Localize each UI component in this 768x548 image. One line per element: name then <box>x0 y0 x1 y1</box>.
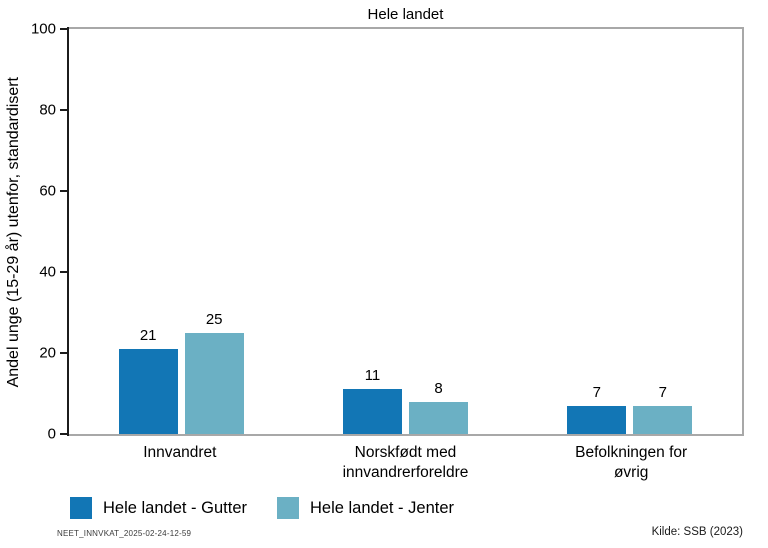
bar-wrap: 7 <box>567 29 627 434</box>
bar-value-label: 7 <box>592 383 601 401</box>
bar-wrap: 21 <box>118 29 178 434</box>
y-axis-label-container: Andel unge (15-29 år) utenfor, standardi… <box>1 27 27 437</box>
x-category-label: Norskfødt med innvandrerforeldre <box>342 444 469 482</box>
y-tick-label: 80 <box>39 101 56 119</box>
legend-item: Hele landet - Gutter <box>70 497 247 519</box>
bar-group: 11 8 <box>293 29 517 434</box>
y-tick-mark <box>60 352 67 354</box>
bars-row: 21 25 11 8 7 7 <box>69 29 742 434</box>
bar-group: 21 25 <box>69 29 293 434</box>
bar-wrap: 8 <box>408 29 468 434</box>
bar <box>184 332 244 434</box>
bar-value-label: 11 <box>364 367 381 385</box>
y-tick-mark <box>60 28 67 30</box>
bar-value-label: 21 <box>139 326 157 344</box>
bar <box>567 405 627 434</box>
bar-wrap: 11 <box>342 29 402 434</box>
legend-swatch <box>70 497 92 519</box>
y-axis-spine <box>67 27 69 436</box>
chart-title: Hele landet <box>367 6 444 23</box>
bar <box>633 405 693 434</box>
bar <box>342 389 402 434</box>
y-tick-label: 60 <box>39 182 56 200</box>
y-tick-label: 0 <box>47 425 56 443</box>
legend-swatch <box>277 497 299 519</box>
bar-value-label: 25 <box>205 310 223 328</box>
y-tick-mark <box>60 271 67 273</box>
legend: Hele landet - Gutter Hele landet - Jenter <box>70 497 454 519</box>
bar-wrap: 7 <box>633 29 693 434</box>
bar-wrap: 25 <box>184 29 244 434</box>
plot-area: 21 25 11 8 7 7 0 20 40 60 80 100 <box>31 21 744 443</box>
y-axis-label: Andel unge (15-29 år) utenfor, standardi… <box>5 76 22 388</box>
y-tick-label: 100 <box>30 20 56 38</box>
y-tick-mark <box>60 190 67 192</box>
source-text: Kilde: SSB (2023) <box>651 526 743 538</box>
y-tick-label: 40 <box>39 263 56 281</box>
y-tick-label: 20 <box>39 344 56 362</box>
legend-label: Hele landet - Jenter <box>310 498 454 517</box>
legend-label: Hele landet - Gutter <box>103 498 247 517</box>
x-axis-labels: Innvandret Norskfødt med innvandrerforeld… <box>67 443 744 483</box>
y-tick-mark <box>60 109 67 111</box>
bar-value-label: 8 <box>434 379 443 397</box>
y-tick-mark <box>60 433 67 435</box>
bar <box>408 401 468 434</box>
x-category-label: Innvandret <box>143 444 217 461</box>
legend-item: Hele landet - Jenter <box>277 497 454 519</box>
bar-value-label: 7 <box>658 383 667 401</box>
footnote-text: NEET_INNVKAT_2025-02-24-12-59 <box>57 529 192 538</box>
x-category-label: Befolkningen for øvrig <box>575 444 688 482</box>
bar <box>118 348 178 434</box>
